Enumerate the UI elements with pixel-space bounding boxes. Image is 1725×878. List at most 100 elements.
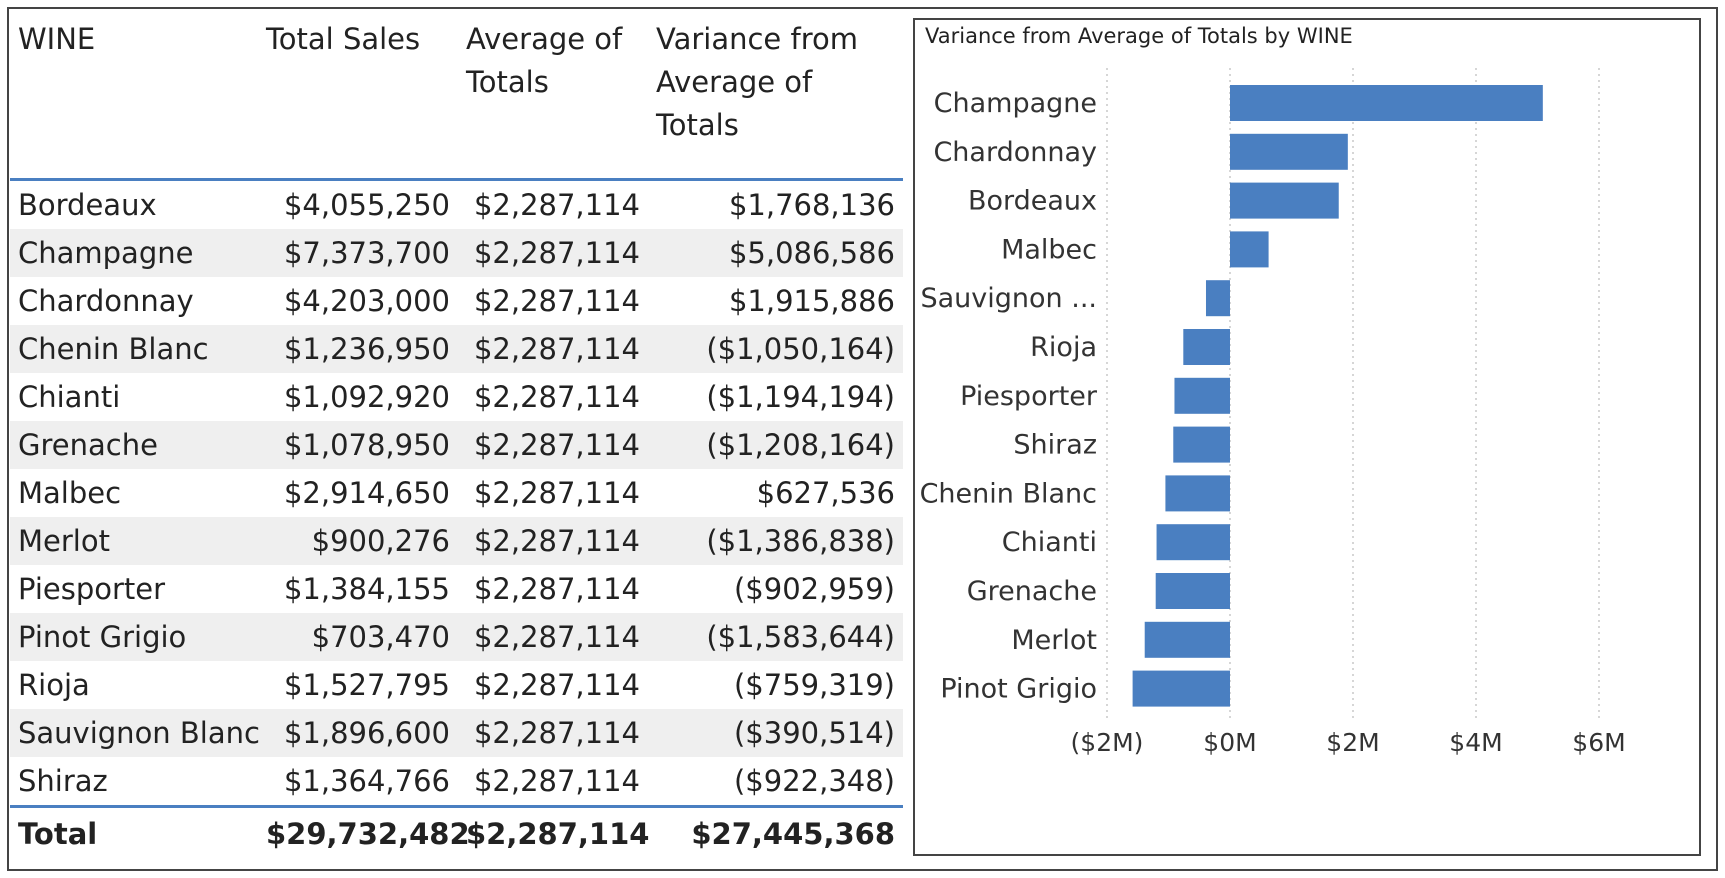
total-sales-cell: $2,914,650 [283, 476, 450, 510]
category-label: Chenin Blanc [920, 478, 1097, 509]
table-row[interactable]: Shiraz $1,364,766 $2,287,114 ($922,348) [10, 757, 903, 807]
wine-name-cell: Pinot Grigio [10, 613, 258, 661]
category-label: Sauvignon ... [921, 283, 1098, 314]
variance-cell: ($1,583,644) [648, 613, 903, 661]
category-label: Shiraz [1013, 430, 1097, 461]
chart-title: Variance from Average of Totals by WINE [925, 24, 1353, 48]
category-label: Rioja [1030, 332, 1097, 363]
variance-cell: $627,536 [756, 476, 895, 510]
header-total-sales[interactable]: Total Sales [266, 22, 421, 56]
x-tick-label: $0M [1203, 728, 1256, 757]
x-tick-label: ($2M) [1071, 728, 1144, 757]
wine-name-cell: Bordeaux [18, 188, 157, 222]
wine-name-cell: Grenache [10, 421, 258, 469]
bar[interactable] [1230, 231, 1269, 268]
bar[interactable] [1156, 524, 1230, 561]
average-cell: $2,287,114 [458, 229, 648, 277]
total-sales-cell: $1,384,155 [283, 572, 450, 606]
variance-cell: ($902,959) [733, 572, 895, 606]
average-cell: $2,287,114 [458, 613, 648, 661]
variance-cell: ($1,050,164) [648, 325, 903, 373]
bar[interactable] [1205, 280, 1230, 317]
bar[interactable] [1155, 573, 1230, 609]
table-row[interactable]: Chenin Blanc $1,236,950 $2,287,114 ($1,050,… [10, 325, 903, 373]
table-row[interactable]: Champagne $7,373,700 $2,287,114 $5,086,586 [10, 229, 903, 277]
table-row[interactable]: Chianti $1,092,920 $2,287,114 ($1,194,194) [10, 373, 903, 421]
wine-name-cell: Piesporter [18, 572, 166, 606]
variance-chart[interactable]: Variance from Average of Totals by WINE … [913, 18, 1701, 856]
bar[interactable] [1132, 670, 1230, 707]
table-row[interactable]: Grenache $1,078,950 $2,287,114 ($1,208,164) [10, 421, 903, 469]
average-cell: $2,287,114 [473, 668, 640, 702]
category-label: Grenache [967, 576, 1097, 607]
x-tick-label: $6M [1572, 728, 1625, 757]
header-wine[interactable]: WINE [18, 22, 96, 56]
chart-plot-area: Champagne Chardonnay Bordeaux Malbec Sauvign… [920, 68, 1626, 757]
report-frame [7, 7, 1718, 871]
total-sales-value: $29,732,482 [266, 817, 470, 851]
category-label: Piesporter [960, 381, 1098, 412]
bar[interactable] [1230, 85, 1543, 121]
bar[interactable] [1183, 329, 1230, 365]
wine-name-cell: Chardonnay [18, 284, 194, 318]
category-label: Bordeaux [968, 186, 1097, 217]
table-total-row: Total $29,732,482 $2,287,114 $27,445,368 [10, 806, 903, 861]
total-sales-cell: $4,055,250 [283, 188, 450, 222]
table-row[interactable]: Bordeaux $4,055,250 $2,287,114 $1,768,136 [10, 180, 903, 230]
average-cell: $2,287,114 [473, 476, 640, 510]
total-sales-cell: $703,470 [258, 613, 458, 661]
bar[interactable] [1165, 475, 1230, 512]
variance-cell: $1,768,136 [728, 188, 895, 222]
variance-cell: ($759,319) [733, 668, 895, 702]
average-cell: $2,287,114 [458, 709, 648, 757]
category-label: Merlot [1011, 625, 1097, 656]
bar[interactable] [1230, 133, 1348, 170]
bar[interactable] [1230, 182, 1339, 219]
variance-cell: ($922,348) [733, 764, 895, 798]
x-tick-label: $2M [1326, 728, 1379, 757]
variance-cell: $1,915,886 [728, 284, 895, 318]
category-label: Malbec [1001, 234, 1097, 265]
table-row[interactable]: Malbec $2,914,650 $2,287,114 $627,536 [10, 469, 903, 517]
total-sales-cell: $1,896,600 [258, 709, 458, 757]
table-row[interactable]: Sauvignon Blanc $1,896,600 $2,287,114 ($390… [10, 709, 903, 757]
table-row[interactable]: Piesporter $1,384,155 $2,287,114 ($902,959) [10, 565, 903, 613]
wine-name-cell: Chianti [18, 380, 121, 414]
variance-cell: ($1,386,838) [648, 517, 903, 565]
wine-name-cell: Rioja [18, 668, 90, 702]
variance-cell: ($1,194,194) [706, 380, 895, 414]
total-label: Total [18, 817, 98, 851]
total-average-value: $2,287,114 [466, 817, 650, 851]
wine-name-cell: Shiraz [18, 764, 108, 798]
category-label: Champagne [934, 88, 1097, 119]
total-sales-cell: $900,276 [258, 517, 458, 565]
average-cell: $2,287,114 [473, 380, 640, 414]
wine-name-cell: Chenin Blanc [10, 325, 258, 373]
table-row[interactable]: Chardonnay $4,203,000 $2,287,114 $1,915,886 [10, 277, 903, 325]
category-label: Chianti [1002, 527, 1097, 558]
header-average-of-totals[interactable]: Average of Totals [466, 22, 623, 99]
header-variance[interactable]: Variance from Average of Totals [656, 22, 858, 142]
average-cell: $2,287,114 [473, 284, 640, 318]
average-cell: $2,287,114 [473, 572, 640, 606]
total-sales-cell: $1,092,920 [283, 380, 450, 414]
category-label: Pinot Grigio [940, 674, 1097, 705]
category-label: Chardonnay [933, 137, 1097, 168]
average-cell: $2,287,114 [473, 764, 640, 798]
bar[interactable] [1174, 377, 1230, 414]
total-sales-cell: $1,078,950 [258, 421, 458, 469]
total-sales-cell: $4,203,000 [283, 284, 450, 318]
total-sales-cell: $7,373,700 [258, 229, 458, 277]
table-row[interactable]: Pinot Grigio $703,470 $2,287,114 ($1,583,64… [10, 613, 903, 661]
total-sales-cell: $1,527,795 [283, 668, 450, 702]
variance-cell: $5,086,586 [648, 229, 903, 277]
table-row[interactable]: Merlot $900,276 $2,287,114 ($1,386,838) [10, 517, 903, 565]
total-sales-cell: $1,364,766 [283, 764, 450, 798]
total-variance-value: $27,445,368 [691, 817, 895, 851]
bar[interactable] [1144, 621, 1230, 658]
wine-name-cell: Malbec [18, 476, 122, 510]
wine-name-cell: Merlot [10, 517, 258, 565]
wine-table-container: WINE Total Sales Average of Totals Varia… [10, 18, 903, 860]
bar[interactable] [1173, 426, 1230, 463]
table-row[interactable]: Rioja $1,527,795 $2,287,114 ($759,319) [10, 661, 903, 709]
